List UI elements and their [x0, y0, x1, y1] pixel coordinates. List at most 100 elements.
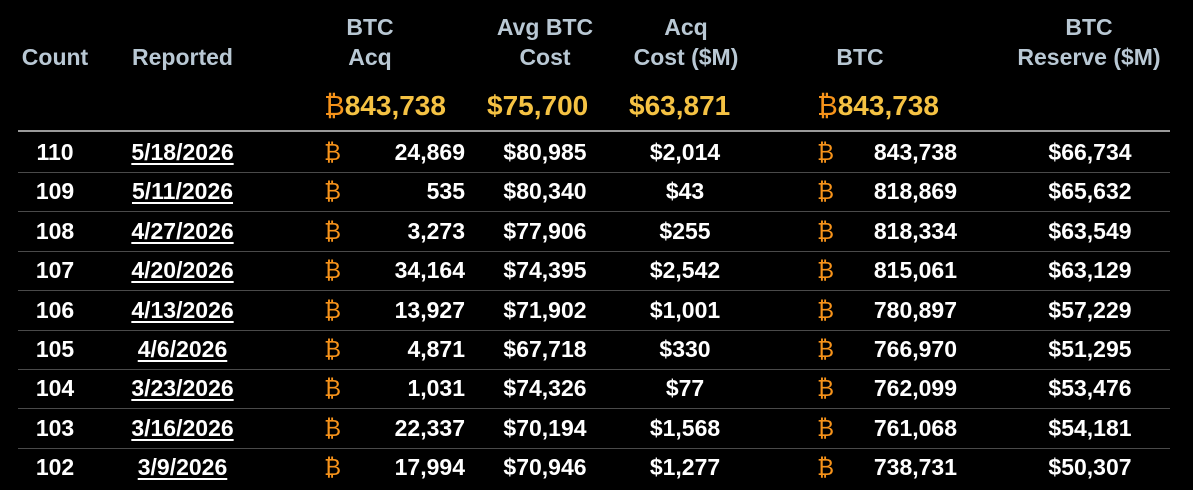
table-row: 110 5/18/2026 ₿ 24,869 $80,985 $2,014 ₿ 843,738…: [0, 133, 1193, 172]
bitcoin-icon: ₿: [817, 139, 835, 165]
row-count: 107: [35, 257, 75, 283]
header-btc-line1: BTC: [836, 44, 884, 70]
row-btc-reserve: $63,129: [1048, 257, 1132, 283]
table-row: 104 3/23/2026 ₿ 1,031 $74,326 $77 ₿ 762,099 $53,…: [0, 369, 1193, 408]
row-btc-total: 761,068: [873, 415, 957, 441]
bitcoin-icon: ₿: [324, 257, 342, 283]
header-acq-cost-line2: Cost ($M): [633, 44, 739, 70]
header-reported[interactable]: Reported: [110, 10, 255, 72]
row-divider: [18, 172, 1170, 173]
total-btc: ₿843,738: [817, 88, 962, 124]
row-count: 106: [35, 297, 75, 323]
row-reported-date-link[interactable]: 3/9/2026: [137, 454, 228, 480]
row-btc-total: 818,869: [873, 178, 957, 204]
bitcoin-icon: ₿: [817, 415, 835, 441]
row-divider: [18, 211, 1170, 212]
row-count: 104: [35, 375, 75, 401]
row-reported-date-link[interactable]: 4/20/2026: [131, 257, 234, 283]
bitcoin-icon: ₿: [324, 297, 342, 323]
row-acq-cost: $1,277: [649, 454, 721, 480]
header-reserve-line1: BTC: [1065, 14, 1113, 40]
row-btc-acq: 24,869: [394, 139, 465, 165]
bitcoin-icon: ₿: [324, 90, 345, 121]
table-row: 105 4/6/2026 ₿ 4,871 $67,718 $330 ₿ 766,970 $51,…: [0, 330, 1193, 369]
row-acq-cost: $255: [659, 218, 711, 244]
header-btc-acq-line2: Acq: [348, 44, 392, 70]
row-reported-date-link[interactable]: 4/6/2026: [137, 336, 228, 362]
total-avg-cost-value: $75,700: [487, 90, 589, 121]
row-btc-acq: 535: [426, 178, 465, 204]
row-reported-date-link[interactable]: 5/18/2026: [131, 139, 234, 165]
row-acq-cost: $1,001: [649, 297, 721, 323]
bitcoin-icon: ₿: [324, 336, 342, 362]
header-reserve[interactable]: BTC Reserve ($M): [1000, 10, 1178, 72]
header-reserve-line2: Reserve ($M): [1017, 44, 1161, 70]
bitcoin-icon: ₿: [324, 218, 342, 244]
row-avg-btc-cost: $74,395: [503, 257, 587, 283]
bitcoin-icon: ₿: [817, 454, 835, 480]
bitcoin-icon: ₿: [324, 454, 342, 480]
header-avg-cost-line2: Cost: [519, 44, 571, 70]
header-avg-cost[interactable]: Avg BTC Cost: [480, 10, 610, 72]
header-divider: [18, 130, 1170, 132]
total-acq-cost-value: $63,871: [629, 90, 731, 121]
row-avg-btc-cost: $71,902: [503, 297, 587, 323]
row-divider: [18, 408, 1170, 409]
row-avg-btc-cost: $77,906: [503, 218, 587, 244]
bitcoin-icon: ₿: [817, 336, 835, 362]
row-count: 105: [35, 336, 75, 362]
row-acq-cost: $2,542: [649, 257, 721, 283]
header-acq-cost[interactable]: Acq Cost ($M): [616, 10, 756, 72]
row-count: 108: [35, 218, 75, 244]
row-btc-reserve: $66,734: [1048, 139, 1132, 165]
row-btc-total: 818,334: [873, 218, 957, 244]
row-btc-acq: 4,871: [407, 336, 465, 362]
total-acq-cost: $63,871: [629, 88, 754, 124]
header-btc-acq[interactable]: BTC Acq: [320, 10, 420, 72]
row-btc-reserve: $51,295: [1048, 336, 1132, 362]
row-divider: [18, 369, 1170, 370]
bitcoin-icon: ₿: [817, 90, 838, 121]
table-row: 103 3/16/2026 ₿ 22,337 $70,194 $1,568 ₿ 761,068…: [0, 409, 1193, 448]
bitcoin-icon: ₿: [324, 375, 342, 401]
row-btc-acq: 3,273: [407, 218, 465, 244]
row-btc-total: 815,061: [873, 257, 957, 283]
table-row: 102 3/9/2026 ₿ 17,994 $70,946 $1,277 ₿ 738,731 $…: [0, 448, 1193, 487]
row-divider: [18, 251, 1170, 252]
total-btc-acq: ₿843,738: [324, 88, 469, 124]
total-btc-acq-value: 843,738: [344, 90, 446, 121]
row-avg-btc-cost: $67,718: [503, 336, 587, 362]
header-reported-line1: Reported: [132, 44, 233, 70]
row-divider: [18, 330, 1170, 331]
row-avg-btc-cost: $74,326: [503, 375, 587, 401]
row-avg-btc-cost: $80,985: [503, 139, 587, 165]
row-reported-date-link[interactable]: 4/13/2026: [131, 297, 234, 323]
header-btc-acq-line1: BTC: [346, 14, 394, 40]
row-btc-total: 738,731: [873, 454, 957, 480]
header-count-line1: Count: [21, 44, 89, 70]
row-btc-total: 843,738: [873, 139, 957, 165]
row-reported-date-link[interactable]: 5/11/2026: [131, 178, 234, 204]
row-reported-date-link[interactable]: 4/27/2026: [131, 218, 234, 244]
row-btc-reserve: $53,476: [1048, 375, 1132, 401]
header-btc[interactable]: BTC: [815, 10, 905, 72]
bitcoin-icon: ₿: [817, 257, 835, 283]
row-acq-cost: $77: [665, 375, 705, 401]
bitcoin-icon: ₿: [324, 139, 342, 165]
table-row: 107 4/20/2026 ₿ 34,164 $74,395 $2,542 ₿ 815,061…: [0, 251, 1193, 290]
bitcoin-icon: ₿: [324, 415, 342, 441]
table-row: 109 5/11/2026 ₿ 535 $80,340 $43 ₿ 818,869 $65,63…: [0, 172, 1193, 211]
row-btc-reserve: $65,632: [1048, 178, 1132, 204]
row-btc-total: 766,970: [873, 336, 957, 362]
row-btc-reserve: $54,181: [1048, 415, 1132, 441]
row-reported-date-link[interactable]: 3/16/2026: [131, 415, 234, 441]
row-btc-reserve: $50,307: [1048, 454, 1132, 480]
row-reported-date-link[interactable]: 3/23/2026: [131, 375, 234, 401]
row-btc-acq: 1,031: [407, 375, 465, 401]
header-count[interactable]: Count: [10, 10, 100, 72]
row-avg-btc-cost: $70,194: [503, 415, 587, 441]
row-acq-cost: $1,568: [649, 415, 721, 441]
row-avg-btc-cost: $70,946: [503, 454, 587, 480]
row-count: 109: [35, 178, 75, 204]
bitcoin-icon: ₿: [817, 218, 835, 244]
